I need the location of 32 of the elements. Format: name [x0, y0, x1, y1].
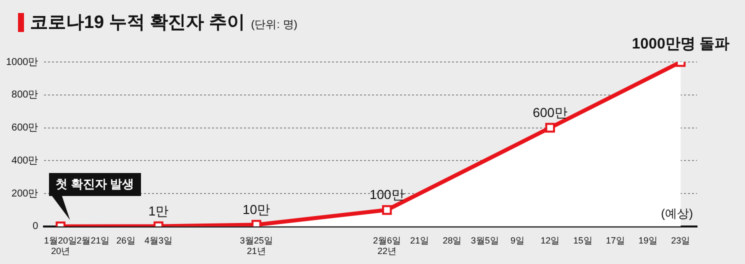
annotation: 첫 확진자 발생 [48, 173, 142, 196]
y-tick-label: 800만 [12, 90, 38, 101]
x-tick-label: 15일 [573, 235, 592, 246]
data-label: 100만 [370, 187, 404, 202]
x-tick-label: 17일 [606, 235, 625, 246]
chart-subtitle: (단위: 명) [251, 18, 298, 32]
annotation: (예상) [661, 206, 693, 221]
y-tick-label: 0 [32, 221, 39, 232]
callout-box: 첫 확진자 발생 [48, 173, 142, 220]
x-tick-label: 28일 [442, 235, 462, 246]
x-tick-label: 1월20일 20년 [44, 235, 78, 256]
y-tick-label: 400만 [12, 155, 38, 166]
y-tick-label: 600만 [12, 122, 38, 134]
data-label: 600만 [532, 104, 568, 120]
chart-title: 코로나19 누적 확진자 추이 [30, 11, 246, 34]
data-label: 10만 [242, 202, 270, 217]
x-tick-label: 4월3일 [144, 235, 172, 246]
point [545, 122, 556, 133]
y-tick-label: 200만 [12, 188, 38, 200]
x-tick-label: 9일 [510, 235, 524, 246]
x-tick-label: 23일 [671, 235, 690, 246]
x-tick-label: 12일 [540, 235, 560, 246]
data-label: 1만 [148, 203, 169, 218]
x-tick-label: 21일 [410, 235, 430, 246]
x-tick-label: 3월5일 [470, 235, 499, 246]
data-label: 1000만명 돌파 [632, 36, 730, 53]
x-tick-label: 3월25일 21년 [240, 235, 273, 256]
x-tick-label: 26일 [116, 235, 136, 246]
x-tick-label: 2월6일 22년 [372, 235, 401, 256]
y-tick-label: 1000만 [6, 56, 38, 68]
x-tick-label: 19일 [638, 235, 658, 246]
x-tick-label: 2월21일 [76, 235, 110, 246]
